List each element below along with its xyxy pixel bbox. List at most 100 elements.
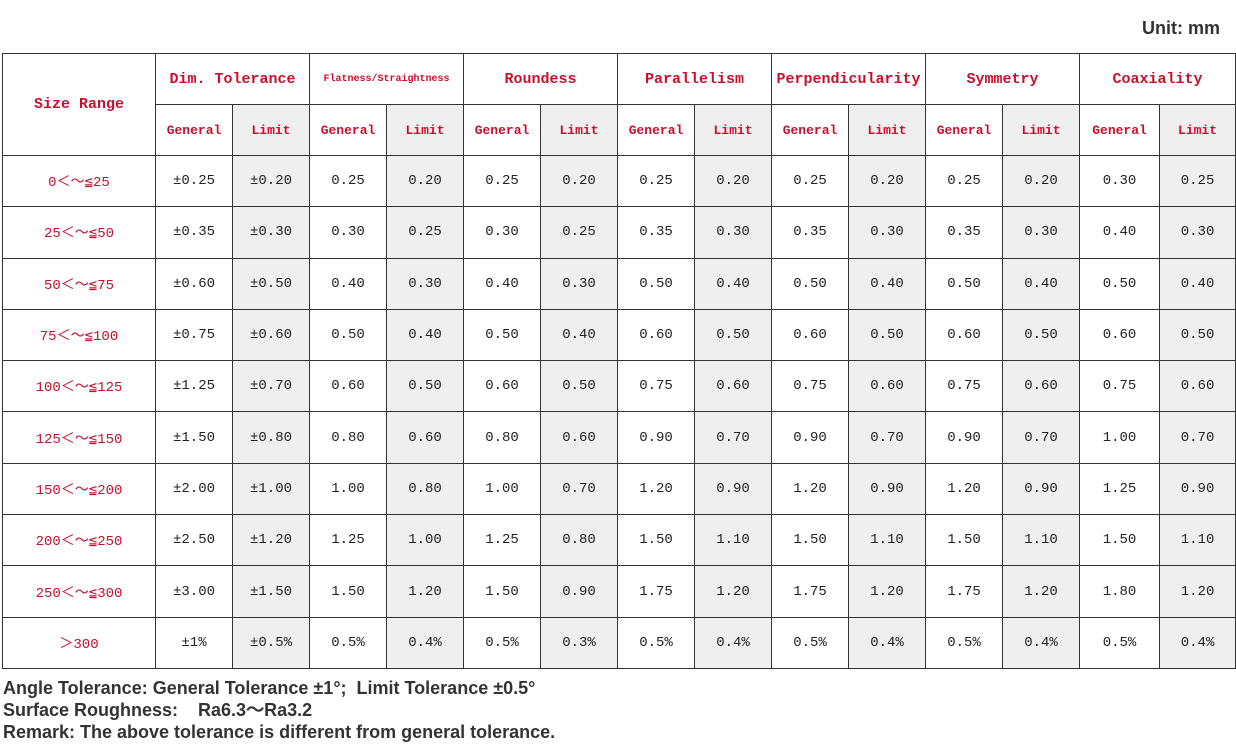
value-cell: 1.00 xyxy=(386,514,464,567)
data-row: 250＜～≦300 ±3.00 ±1.50 1.50 1.20 1.50 0.90 1.75 1… xyxy=(2,565,1236,618)
value-cell: 0.90 xyxy=(617,411,696,464)
subheader-cell: Limit xyxy=(539,104,619,156)
size-range: 250＜～≦300 xyxy=(2,565,156,618)
value-cell: 0.60 xyxy=(463,360,541,413)
value-cell: 0.35 xyxy=(771,206,850,259)
value-cell: 0.60 xyxy=(694,360,773,413)
value-cell: ±1.00 xyxy=(232,462,310,516)
value-cell: 1.20 xyxy=(1002,565,1081,618)
value-cell: 0.30 xyxy=(1079,154,1161,208)
value-cell: 0.60 xyxy=(539,411,619,464)
value-cell: 0.5% xyxy=(309,616,387,669)
value-cell: 0.60 xyxy=(309,360,387,413)
value-cell: 1.25 xyxy=(1079,462,1161,516)
value-cell: 0.90 xyxy=(848,462,927,516)
value-cell: 1.20 xyxy=(848,565,927,618)
value-cell: 0.5% xyxy=(617,616,696,669)
value-cell: 0.60 xyxy=(925,308,1004,362)
value-cell: 0.20 xyxy=(694,154,773,208)
value-cell: 0.25 xyxy=(386,206,464,259)
value-cell: 0.90 xyxy=(1159,462,1236,516)
group-header: Symmetry xyxy=(925,53,1081,105)
value-cell: 0.50 xyxy=(694,308,773,362)
value-cell: 1.75 xyxy=(925,565,1004,618)
subheader-cell: Limit xyxy=(848,104,927,156)
data-row: 100＜～≦125 ±1.25 ±0.70 0.60 0.50 0.60 0.50 0.75 0… xyxy=(2,360,1236,413)
value-cell: 1.20 xyxy=(386,565,464,618)
value-cell: ±0.35 xyxy=(155,206,233,259)
value-cell: ±0.5% xyxy=(232,616,310,669)
subheader-cell: Limit xyxy=(386,104,464,156)
header-row: Size Range Dim. Tolerance Flatness/Straigh… xyxy=(2,53,1236,156)
value-cell: 0.50 xyxy=(1002,308,1081,362)
subheader-cell: General xyxy=(617,104,696,156)
size-range: 125＜～≦150 xyxy=(2,411,156,464)
subheader-cell: General xyxy=(155,104,233,156)
value-cell: 0.75 xyxy=(617,360,696,413)
value-cell: 0.50 xyxy=(309,308,387,362)
tolerance-table: Size Range Dim. Tolerance Flatness/Straigh… xyxy=(2,53,1236,669)
group-header: Parallelism xyxy=(617,53,773,105)
notes: Angle Tolerance: General Tolerance ±1°; … xyxy=(3,677,555,743)
value-cell: 0.50 xyxy=(1079,257,1161,310)
value-cell: 0.4% xyxy=(848,616,927,669)
value-cell: 1.10 xyxy=(848,514,927,567)
size-range: 200＜～≦250 xyxy=(2,514,156,567)
value-cell: ±3.00 xyxy=(155,565,233,618)
value-cell: 0.30 xyxy=(1159,206,1236,259)
group-header: Coaxiality xyxy=(1079,53,1236,105)
value-cell: 1.00 xyxy=(1079,411,1161,464)
value-cell: 0.5% xyxy=(1079,616,1161,669)
value-cell: 0.40 xyxy=(694,257,773,310)
value-cell: 1.10 xyxy=(694,514,773,567)
value-cell: 0.5% xyxy=(771,616,850,669)
value-cell: 0.90 xyxy=(1002,462,1081,516)
value-cell: 0.60 xyxy=(848,360,927,413)
value-cell: 0.50 xyxy=(463,308,541,362)
value-cell: ±0.50 xyxy=(232,257,310,310)
value-cell: ±0.20 xyxy=(232,154,310,208)
value-cell: ±0.25 xyxy=(155,154,233,208)
value-cell: ±0.80 xyxy=(232,411,310,464)
value-cell: 1.20 xyxy=(694,565,773,618)
value-cell: 0.40 xyxy=(1002,257,1081,310)
value-cell: 1.20 xyxy=(617,462,696,516)
value-cell: ±1.50 xyxy=(232,565,310,618)
value-cell: 0.50 xyxy=(848,308,927,362)
value-cell: 1.50 xyxy=(771,514,850,567)
subheader-cell: Limit xyxy=(694,104,773,156)
value-cell: 0.60 xyxy=(1159,360,1236,413)
value-cell: 1.00 xyxy=(463,462,541,516)
group-header: Dim. Tolerance xyxy=(155,53,310,105)
subheader-cell: General xyxy=(925,104,1004,156)
value-cell: 0.50 xyxy=(1159,308,1236,362)
value-cell: 1.25 xyxy=(309,514,387,567)
value-cell: 0.40 xyxy=(1079,206,1161,259)
value-cell: 0.40 xyxy=(848,257,927,310)
value-cell: 0.60 xyxy=(1079,308,1161,362)
value-cell: 0.70 xyxy=(539,462,619,516)
value-cell: 0.35 xyxy=(617,206,696,259)
value-cell: 0.25 xyxy=(617,154,696,208)
value-cell: 0.30 xyxy=(463,206,541,259)
value-cell: 0.70 xyxy=(1159,411,1236,464)
subheader-cell: General xyxy=(771,104,850,156)
value-cell: 1.20 xyxy=(925,462,1004,516)
value-cell: 0.90 xyxy=(771,411,850,464)
value-cell: 0.60 xyxy=(617,308,696,362)
value-cell: ±0.30 xyxy=(232,206,310,259)
value-cell: 0.90 xyxy=(539,565,619,618)
data-row: ＞300 ±1% ±0.5% 0.5% 0.4% 0.5% 0.3% 0.5% 0.4% 0.5%… xyxy=(2,616,1236,669)
value-cell: 0.30 xyxy=(309,206,387,259)
value-cell: 0.30 xyxy=(1002,206,1081,259)
value-cell: 0.25 xyxy=(309,154,387,208)
value-cell: 0.25 xyxy=(771,154,850,208)
data-row: 50＜～≦75 ±0.60 ±0.50 0.40 0.30 0.40 0.30 0.50 0.4… xyxy=(2,257,1236,310)
group-header: Flatness/Straightness xyxy=(309,53,464,105)
data-row: 150＜～≦200 ±2.00 ±1.00 1.00 0.80 1.00 0.70 1.20 0… xyxy=(2,462,1236,516)
value-cell: 0.40 xyxy=(539,308,619,362)
value-cell: ±2.00 xyxy=(155,462,233,516)
value-cell: 0.35 xyxy=(925,206,1004,259)
value-cell: 0.25 xyxy=(925,154,1004,208)
